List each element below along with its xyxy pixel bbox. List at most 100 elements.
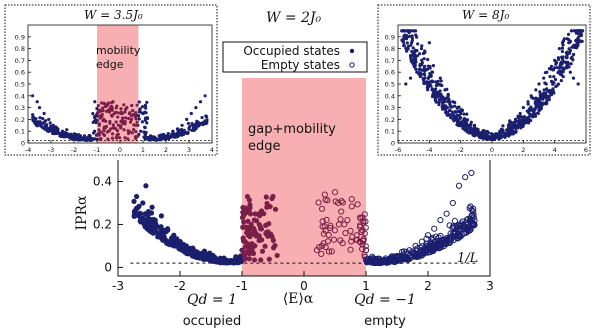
inset-right-data-point bbox=[526, 118, 530, 122]
occupied-state-point bbox=[244, 227, 251, 234]
inset-left-data-point bbox=[130, 103, 134, 108]
inset-right-data-point bbox=[417, 67, 422, 72]
inset-left-data-point bbox=[124, 116, 128, 120]
inset-left-data-point bbox=[132, 123, 136, 127]
empty-state-point bbox=[348, 203, 355, 210]
inset-left-data-point bbox=[102, 125, 106, 129]
empty-state-point bbox=[321, 223, 328, 230]
inset-left-data-point bbox=[133, 115, 137, 119]
inset-right-data-point bbox=[519, 118, 523, 122]
inset-left-data-point bbox=[203, 94, 207, 98]
inset-left-data-point bbox=[110, 132, 115, 136]
inset-left-data-point bbox=[107, 110, 111, 114]
occupied-state-point bbox=[270, 237, 276, 243]
inset-right-data-point bbox=[408, 34, 412, 38]
inset-right-data-point bbox=[450, 110, 454, 114]
inset-right-data-point bbox=[546, 89, 550, 93]
inset-left-y-tick-label: 0.3 bbox=[15, 104, 25, 112]
inset-left-data-point bbox=[97, 128, 101, 132]
inset-right-data-point bbox=[405, 41, 409, 45]
inset-right-y-tick-label: 0.6 bbox=[385, 69, 395, 77]
occupied-state-point bbox=[248, 221, 254, 228]
inset-left-data-point bbox=[126, 137, 130, 141]
inset-right-data-point bbox=[503, 135, 507, 139]
occupied-state-point bbox=[181, 244, 187, 250]
inset-left-data-point bbox=[144, 106, 148, 110]
empty-state-point bbox=[347, 246, 354, 253]
inset-left-data-point bbox=[101, 132, 105, 136]
inset-right-data-point bbox=[536, 111, 540, 115]
inset-right-data-point bbox=[490, 137, 494, 141]
inset-right-data-point bbox=[440, 105, 444, 109]
inset-right-data-point bbox=[552, 74, 556, 79]
inset-right-y-tick-label: 0.1 bbox=[385, 128, 395, 136]
inset-left-y-tick-label: 0.2 bbox=[15, 116, 25, 124]
occupied-state-point bbox=[198, 251, 204, 257]
inset-right-x-tick-label: -2 bbox=[457, 146, 463, 154]
inset-right-data-point bbox=[551, 68, 555, 72]
inset-left-x-tick-label: -3 bbox=[48, 146, 54, 154]
inset-right-data-point bbox=[416, 42, 420, 46]
inset-right-data-point bbox=[575, 29, 579, 33]
occupied-state-point bbox=[241, 250, 247, 257]
inset-left-y-tick-label: 0.5 bbox=[15, 81, 25, 89]
inset-left-band-label-line2: edge bbox=[96, 58, 124, 71]
legend-occupied-label: Occupied states bbox=[243, 44, 340, 58]
inset-left-y-tick-label: 0.8 bbox=[15, 45, 25, 53]
empty-state-point bbox=[338, 197, 345, 205]
occupied-state-point bbox=[272, 206, 279, 212]
inset-left-data-point bbox=[180, 123, 184, 127]
inset-right-data-point bbox=[570, 29, 574, 33]
inset-right-data-point bbox=[449, 115, 453, 120]
empty-state-point bbox=[399, 255, 406, 262]
empty-state-point bbox=[327, 222, 334, 229]
inset-right-data-point bbox=[571, 58, 575, 62]
inset-left-data-point bbox=[106, 137, 110, 141]
annotation-qd-plus: Qd = 1 bbox=[187, 292, 237, 308]
occupied-state-point bbox=[201, 248, 208, 254]
empty-state-point bbox=[470, 222, 477, 229]
inset-right-data-point bbox=[511, 129, 515, 134]
occupied-state-point bbox=[207, 250, 213, 256]
inset-right-data-point bbox=[453, 100, 457, 105]
inset-right-data-point bbox=[422, 66, 426, 71]
inset-left-data-point bbox=[128, 120, 133, 124]
empty-state-point bbox=[331, 189, 339, 196]
inset-right-data-point bbox=[410, 34, 414, 38]
empty-state-point bbox=[423, 235, 430, 242]
occupied-state-point bbox=[182, 249, 188, 255]
inset-right-data-points bbox=[400, 29, 585, 141]
inset-left-data-point bbox=[41, 116, 45, 121]
inset-right-data-point bbox=[544, 102, 548, 106]
inset-left-data-point bbox=[179, 132, 184, 136]
inset-left-data-point bbox=[45, 129, 49, 133]
occupied-state-point bbox=[161, 237, 167, 243]
inset-right-data-point bbox=[494, 135, 498, 139]
inset-right-x-tick-label: 4 bbox=[553, 146, 557, 154]
inset-right-data-point bbox=[420, 44, 424, 48]
inset-right-data-point bbox=[427, 41, 431, 45]
occupied-state-point bbox=[252, 211, 258, 217]
inset-right-data-point bbox=[554, 84, 558, 89]
inset-left-data-point bbox=[119, 110, 123, 114]
occupied-state-point bbox=[134, 205, 141, 211]
empty-state-point bbox=[416, 244, 424, 251]
inset-left-data-point bbox=[143, 110, 147, 114]
inset-right-data-point bbox=[439, 96, 443, 100]
inset-right-data-point bbox=[409, 43, 413, 47]
empty-state-point bbox=[424, 232, 432, 239]
occupied-state-point bbox=[240, 235, 246, 241]
inset-right-data-point bbox=[533, 107, 537, 111]
occupied-state-point bbox=[158, 227, 164, 233]
inset-left: -4 -3 -2 -1 0 1 2 3 4 0 0.1 0.2 0.3 0.4 0.5 0.6 0.7 0.8 0.… bbox=[4, 4, 218, 156]
inset-right-data-point bbox=[428, 64, 432, 69]
inset-left-ticks: -4 -3 -2 -1 0 1 2 3 4 0 0.1 0.2 0.3 0.4 0.5 0.6 0.7 0.8 0.… bbox=[15, 33, 214, 154]
inset-right-data-point bbox=[430, 70, 434, 74]
occupied-state-point bbox=[266, 256, 272, 262]
inset-right-data-point bbox=[429, 73, 433, 77]
inset-right-data-point bbox=[426, 57, 430, 62]
inset-left-data-point bbox=[123, 120, 127, 124]
inset-left-data-point bbox=[95, 107, 99, 111]
inset-right-data-point bbox=[561, 55, 565, 59]
occupied-state-point bbox=[157, 231, 164, 237]
